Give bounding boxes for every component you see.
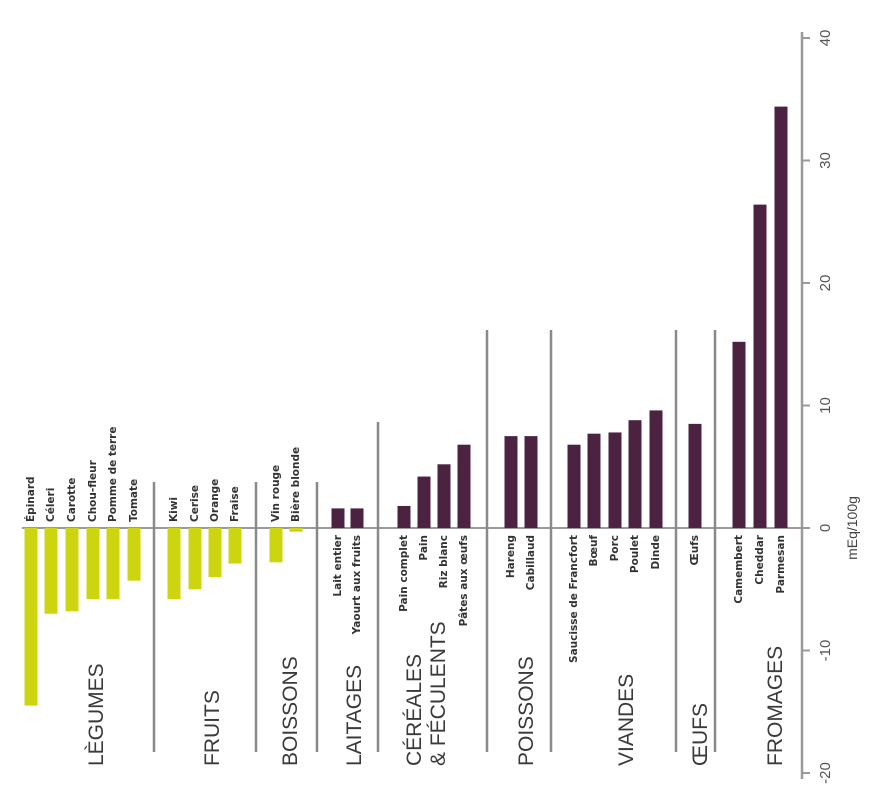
group-label: BOISSONS xyxy=(279,656,302,766)
bar xyxy=(649,410,663,528)
y-tick-label: 40 xyxy=(817,30,834,47)
y-tick-label: -10 xyxy=(817,640,834,662)
bar xyxy=(331,508,345,528)
bar xyxy=(732,341,746,528)
category-label: Cheddar xyxy=(754,534,766,584)
category-label: Pain complet xyxy=(398,535,410,612)
bar xyxy=(567,444,581,528)
category-label: Orange xyxy=(209,479,221,522)
y-axis-title: mEq/100g xyxy=(844,496,860,560)
category-label: Cerise xyxy=(189,485,201,522)
category-label: Œufs xyxy=(689,535,701,566)
y-tick-label: 20 xyxy=(817,275,834,292)
category-label: Carotte xyxy=(66,478,78,522)
bar xyxy=(188,528,202,590)
category-label: Chou-fleur xyxy=(87,459,99,522)
bar xyxy=(753,204,767,528)
bar xyxy=(86,528,100,600)
category-label: Camembert xyxy=(733,535,745,604)
category-label: Saucisse de Francfort xyxy=(568,535,580,663)
category-label: Yaourt aux fruits xyxy=(351,535,363,635)
category-label: Pâtes aux œufs xyxy=(458,535,470,626)
bar xyxy=(587,433,601,528)
group-label: VIANDES xyxy=(615,674,638,766)
y-tick-label: 30 xyxy=(817,152,834,169)
category-label: Parmesan xyxy=(775,535,787,594)
bar xyxy=(524,436,538,528)
y-tick-label: 10 xyxy=(817,397,834,414)
category-label: Céleri xyxy=(45,488,57,522)
category-label: Vin rouge xyxy=(270,465,282,522)
bar xyxy=(437,464,451,528)
bar xyxy=(417,476,431,528)
bar xyxy=(208,528,222,577)
bar xyxy=(106,528,120,600)
category-label: Lait entier xyxy=(332,534,344,596)
category-label: Riz blanc xyxy=(438,535,450,588)
group-label: & FÉCULENTS xyxy=(427,621,450,766)
category-label: Bière blonde xyxy=(290,447,302,522)
category-label: Pain xyxy=(418,535,430,561)
bar xyxy=(504,436,518,528)
category-label: Poulet xyxy=(629,535,641,573)
category-label: Bœuf xyxy=(588,535,600,567)
bar xyxy=(228,528,242,564)
bar xyxy=(167,528,181,600)
group-label: LÈGUMES xyxy=(85,663,108,766)
bar xyxy=(774,106,788,528)
bar xyxy=(628,420,642,528)
category-label: Porc xyxy=(609,535,621,561)
group-label: LAITAGES xyxy=(343,665,366,766)
bar xyxy=(24,528,38,706)
category-label: Fraise xyxy=(229,486,241,522)
bar xyxy=(688,423,702,528)
group-label: CÉRÉALES xyxy=(403,654,426,766)
group-label: ŒUFS xyxy=(689,703,712,766)
bar xyxy=(269,528,283,563)
category-label: Pomme de terre xyxy=(107,427,119,522)
bar xyxy=(289,528,303,532)
category-label: Tomate xyxy=(128,479,140,522)
bar xyxy=(44,528,58,614)
category-label: Kiwi xyxy=(168,497,180,522)
category-label: Hareng xyxy=(505,535,517,578)
y-tick-label: 0 xyxy=(817,524,834,532)
bar xyxy=(397,505,411,528)
category-label: Dinde xyxy=(650,535,662,569)
bar xyxy=(457,444,471,528)
y-tick-label: -20 xyxy=(817,762,834,784)
group-label: FROMAGES xyxy=(764,646,787,766)
group-label: FRUITS xyxy=(201,690,224,766)
category-label: Cabillaud xyxy=(525,535,537,590)
bar xyxy=(608,432,622,528)
bar xyxy=(65,528,79,612)
group-label: POISSONS xyxy=(515,656,538,766)
bar xyxy=(350,508,364,528)
bar xyxy=(127,528,141,581)
category-label: Épinard xyxy=(24,476,37,522)
